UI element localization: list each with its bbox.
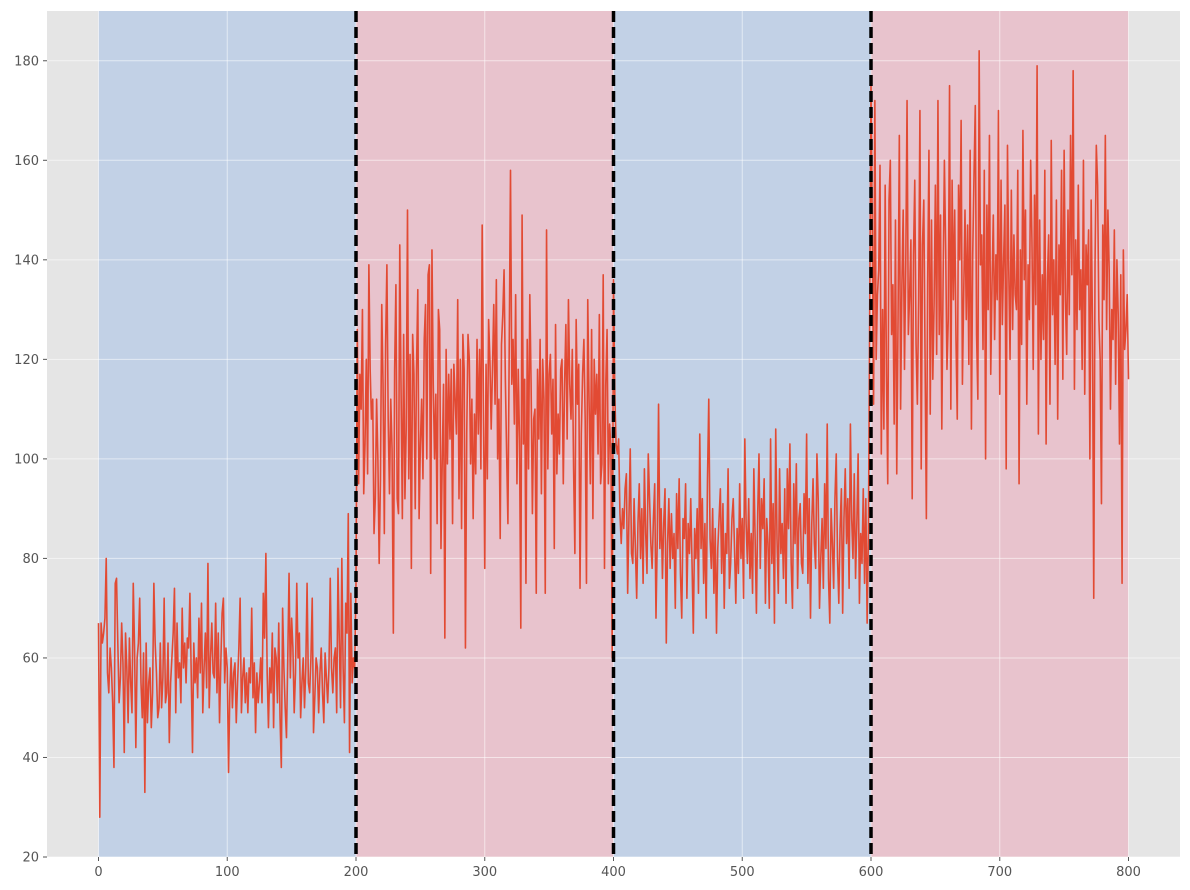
x-tick-label: 500: [730, 865, 755, 880]
y-tick-label: 20: [22, 851, 39, 866]
x-tick-label: 200: [344, 865, 369, 880]
y-tick-label: 180: [14, 54, 39, 69]
y-tick-label: 100: [14, 452, 39, 467]
x-tick-label: 800: [1116, 865, 1141, 880]
x-tick-label: 0: [94, 865, 102, 880]
y-tick-label: 140: [14, 253, 39, 268]
y-tick-label: 120: [14, 353, 39, 368]
y-tick-label: 60: [22, 651, 39, 666]
x-tick-label: 700: [987, 865, 1012, 880]
x-axis: 0 100 200 300 400 500 600 700 800: [94, 857, 1141, 880]
y-tick-label: 160: [14, 154, 39, 169]
changepoint-lines: [354, 11, 873, 857]
x-tick-label: 100: [215, 865, 240, 880]
series-line-1: [97, 50, 1130, 818]
x-tick-label: 300: [472, 865, 497, 880]
y-tick-label: 40: [22, 751, 39, 766]
x-tick-label: 400: [601, 865, 626, 880]
x-tick-label: 600: [859, 865, 884, 880]
y-tick-label: 80: [22, 552, 39, 567]
series-layer: [97, 50, 1130, 818]
y-axis: 20 40 60 80 100 120 140 160 180: [14, 54, 47, 866]
